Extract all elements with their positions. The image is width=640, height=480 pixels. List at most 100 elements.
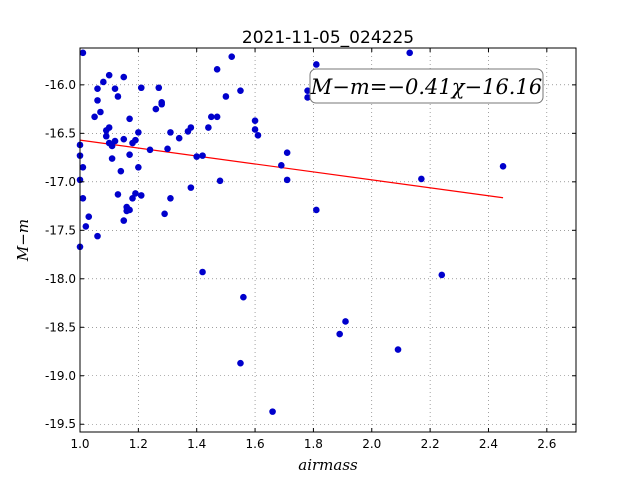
data-point: [240, 293, 247, 301]
data-point: [94, 97, 101, 104]
data-point: [94, 85, 101, 93]
data-point: [111, 85, 119, 93]
data-point: [129, 195, 136, 202]
data-point: [336, 330, 343, 338]
y-tick-label: -17.5: [45, 223, 76, 237]
data-point: [216, 177, 224, 185]
data-point: [120, 135, 128, 143]
data-point: [438, 271, 446, 279]
data-point: [94, 232, 101, 240]
data-point: [207, 113, 215, 121]
x-axis-label: airmass: [298, 456, 358, 474]
data-point: [167, 195, 174, 202]
data-point: [91, 113, 98, 121]
y-tick-label: -16.5: [45, 126, 76, 140]
data-point: [108, 155, 116, 162]
data-point: [117, 167, 125, 175]
y-tick-label: -17.0: [45, 175, 76, 189]
data-point: [114, 191, 122, 198]
data-point: [187, 184, 195, 191]
y-tick-label: -16.0: [45, 78, 76, 92]
y-ticks: -16.0 -16.5 -17.0 -17.5 -18.0 -18.5 -19.0 -19.5: [45, 78, 576, 431]
data-point: [85, 213, 93, 221]
data-point: [105, 124, 113, 131]
x-tick-label: 2.4: [479, 437, 498, 451]
data-point: [137, 84, 145, 92]
data-point: [418, 175, 425, 183]
data-point: [97, 108, 104, 116]
fit-annotation: M−m=−0.41χ−16.16: [309, 68, 544, 104]
x-ticks: 1.0 1.2 1.4 1.6 1.8 2.0 2.2 2.4 2.6: [70, 48, 556, 451]
data-point: [135, 129, 142, 136]
data-point: [406, 49, 413, 57]
data-point: [213, 66, 221, 73]
data-point: [111, 137, 119, 145]
data-point: [342, 318, 349, 325]
data-point: [79, 49, 87, 57]
x-tick-label: 2.2: [421, 437, 440, 451]
data-point: [108, 142, 116, 150]
data-point: [79, 195, 87, 202]
y-tick-label: -18.0: [45, 272, 76, 286]
data-point: [394, 346, 402, 353]
data-point: [132, 190, 139, 197]
data-point: [114, 93, 122, 100]
data-point: [213, 113, 221, 121]
x-tick-label: 2.6: [537, 437, 556, 451]
data-point: [304, 94, 311, 101]
data-point: [175, 134, 183, 142]
data-point: [137, 192, 145, 199]
data-point: [304, 87, 311, 94]
data-point: [132, 136, 139, 144]
y-axis-label: M−m: [14, 219, 32, 262]
data-point: [237, 87, 244, 94]
data-point: [278, 162, 285, 169]
data-point: [102, 132, 110, 140]
x-tick-label: 2.0: [362, 437, 381, 451]
x-tick-label: 1.4: [187, 437, 206, 451]
data-point: [187, 124, 195, 131]
data-point: [146, 146, 154, 154]
data-point: [313, 206, 320, 214]
data-point: [158, 99, 165, 106]
data-point: [313, 61, 320, 68]
data-point: [82, 223, 90, 230]
data-point: [120, 73, 128, 81]
data-point: [237, 359, 244, 367]
y-tick-label: -19.0: [45, 369, 76, 383]
data-points: [76, 49, 507, 415]
x-tick-label: 1.0: [70, 437, 89, 451]
data-point: [199, 268, 206, 276]
data-point: [126, 115, 133, 123]
data-point: [193, 153, 201, 160]
data-point: [251, 117, 259, 125]
data-point: [283, 176, 291, 184]
data-point: [167, 129, 174, 136]
data-point: [228, 53, 236, 61]
chart-title: 2021-11-05_024225: [242, 28, 414, 48]
data-point: [205, 124, 212, 131]
x-tick-label: 1.6: [246, 437, 265, 451]
x-tick-label: 1.2: [129, 437, 148, 451]
data-point: [123, 207, 130, 215]
data-point: [199, 152, 206, 159]
data-point: [135, 163, 142, 171]
data-point: [152, 105, 160, 113]
plot-frame: [79, 47, 577, 433]
data-point: [161, 210, 168, 218]
x-tick-label: 1.8: [304, 437, 323, 451]
data-point: [164, 145, 171, 153]
grid: [79, 48, 576, 432]
data-point: [120, 217, 128, 224]
data-point: [79, 163, 87, 171]
data-point: [254, 131, 262, 139]
data-point: [222, 93, 230, 100]
data-point: [155, 84, 163, 92]
annotation-box: [309, 68, 544, 104]
data-point: [100, 78, 107, 86]
annotation-text: M−m=−0.41χ−16.16: [310, 75, 542, 99]
y-tick-label: -18.5: [45, 320, 76, 334]
data-point: [126, 151, 133, 158]
data-point: [269, 408, 276, 415]
